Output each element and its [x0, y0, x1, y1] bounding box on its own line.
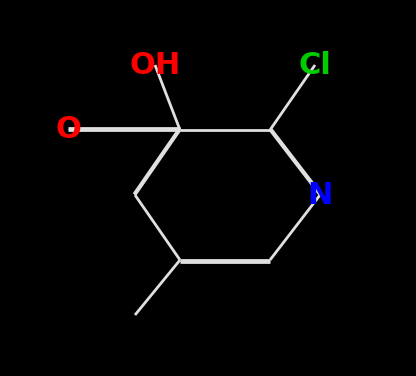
Text: Cl: Cl [299, 50, 332, 79]
Text: OH: OH [129, 50, 181, 79]
Text: O: O [55, 115, 81, 144]
Text: N: N [307, 180, 333, 209]
